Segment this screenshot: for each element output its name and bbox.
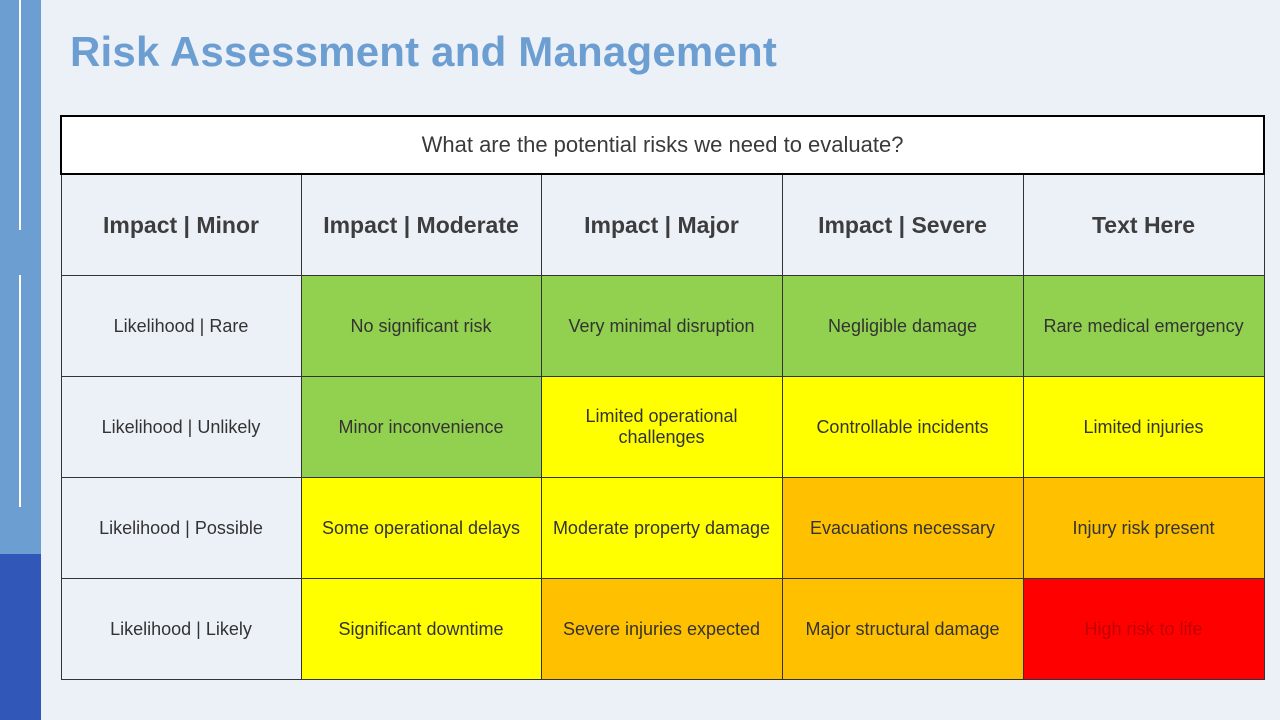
page-title: Risk Assessment and Management	[70, 28, 778, 75]
sidebar-divider-bottom	[19, 275, 21, 507]
risk-cell-low: Very minimal disruption	[540, 275, 783, 377]
table-row: Likelihood | Unlikely Minor inconvenienc…	[60, 376, 1265, 478]
header-cell: Impact | Moderate	[300, 173, 542, 276]
risk-cell-medium: Limited injuries	[1022, 376, 1265, 478]
risk-cell-high: Injury risk present	[1022, 477, 1265, 579]
header-cell: Impact | Minor	[60, 173, 302, 276]
risk-cell-low: No significant risk	[300, 275, 542, 377]
question-cell: What are the potential risks we need to …	[59, 115, 1266, 175]
sidebar-divider-top	[19, 0, 21, 230]
sidebar-band-dark	[0, 554, 41, 720]
header-cell: Text Here	[1022, 173, 1265, 276]
row-label: Likelihood | Possible	[60, 477, 302, 579]
risk-matrix-table: What are the potential risks we need to …	[59, 115, 1266, 680]
risk-cell-medium: Limited operational challenges	[540, 376, 783, 478]
row-label: Likelihood | Unlikely	[60, 376, 302, 478]
risk-cell-extreme: High risk to life	[1022, 578, 1265, 680]
risk-cell-high: Evacuations necessary	[781, 477, 1024, 579]
risk-cell-high: Severe injuries expected	[540, 578, 783, 680]
header-cell: Impact | Severe	[781, 173, 1024, 276]
risk-cell-low: Rare medical emergency	[1022, 275, 1265, 377]
risk-cell-medium: Controllable incidents	[781, 376, 1024, 478]
risk-cell-high: Major structural damage	[781, 578, 1024, 680]
row-label: Likelihood | Rare	[60, 275, 302, 377]
risk-cell-low: Negligible damage	[781, 275, 1024, 377]
risk-cell-medium: Significant downtime	[300, 578, 542, 680]
row-label: Likelihood | Likely	[60, 578, 302, 680]
risk-cell-medium: Some operational delays	[300, 477, 542, 579]
table-row: Likelihood | Possible Some operational d…	[60, 477, 1265, 579]
header-row: Impact | Minor Impact | Moderate Impact …	[60, 173, 1265, 276]
table-row: Likelihood | Likely Significant downtime…	[60, 578, 1265, 680]
question-row: What are the potential risks we need to …	[59, 115, 1266, 175]
risk-cell-low: Minor inconvenience	[300, 376, 542, 478]
risk-cell-medium: Moderate property damage	[540, 477, 783, 579]
table-row: Likelihood | Rare No significant risk Ve…	[60, 275, 1265, 377]
header-cell: Impact | Major	[540, 173, 783, 276]
